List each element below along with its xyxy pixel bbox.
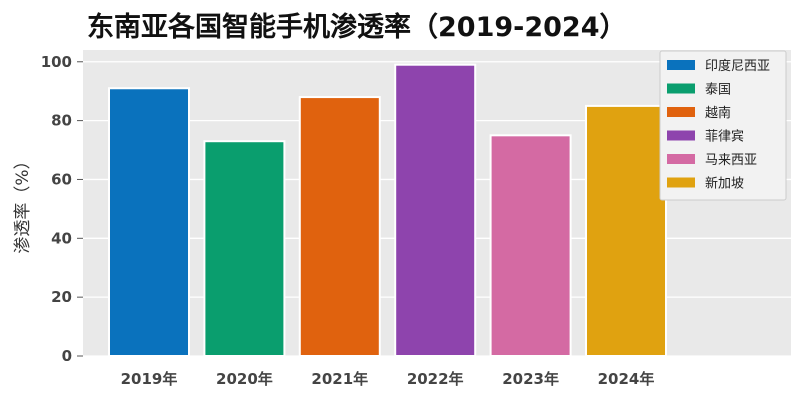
bar-4 [394, 63, 477, 357]
x-tick-label: 2024年 [598, 370, 655, 388]
legend-swatch [667, 107, 695, 117]
legend-label: 新加坡 [705, 176, 744, 192]
x-tick-labels: 2019年 2020年 2021年 2022年 2023年 2024年 [121, 370, 655, 388]
legend-swatch [667, 83, 695, 94]
bar-3 [298, 96, 381, 357]
x-tick-label: 2020年 [216, 370, 273, 388]
legend-label: 泰国 [705, 83, 731, 98]
legend-label: 马来西亚 [705, 153, 757, 168]
legend-swatch [667, 154, 695, 164]
bar-2 [203, 140, 286, 357]
y-tick-label: 60 [51, 170, 72, 188]
legend-swatch [667, 60, 695, 70]
legend-label: 印度尼西亚 [705, 58, 770, 74]
bar-1 [108, 87, 190, 357]
y-tick-label: 40 [51, 229, 72, 247]
x-tick-label: 2021年 [311, 370, 368, 388]
legend-label: 越南 [705, 105, 731, 121]
y-tick-label: 100 [41, 53, 72, 71]
x-tick-label: 2019年 [121, 370, 178, 388]
x-tick-label: 2022年 [407, 370, 464, 388]
y-axis-label: 渗透率（%） [13, 152, 33, 253]
y-tick-label: 20 [51, 288, 72, 306]
legend-swatch [667, 177, 695, 188]
bar-5 [489, 134, 572, 357]
legend-label: 菲律宾 [705, 129, 744, 145]
legend-swatch [667, 130, 695, 141]
y-tick-label: 0 [62, 347, 72, 365]
x-tick-label: 2023年 [502, 370, 559, 388]
y-tick-labels: 0 20 40 60 80 100 [41, 53, 83, 365]
chart-title: 东南亚各国智能手机渗透率（2019-2024） [87, 11, 627, 43]
bar-layer [108, 63, 667, 358]
bar-6 [585, 104, 667, 358]
y-tick-label: 80 [51, 112, 72, 130]
